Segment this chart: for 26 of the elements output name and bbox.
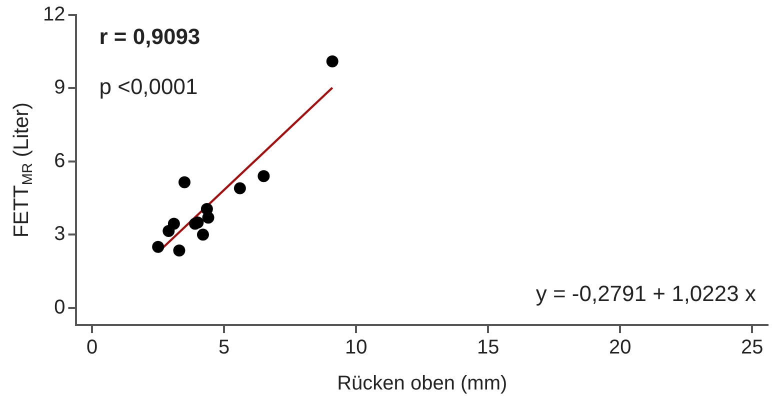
point	[258, 170, 270, 182]
y-tick-label: 0	[54, 296, 66, 318]
x-tick-label: 10	[344, 336, 368, 359]
y-tick-label: 3	[54, 223, 66, 246]
x-tick-label: 15	[477, 336, 500, 359]
point	[178, 176, 190, 188]
annotation: r = 0,9093	[99, 24, 200, 50]
point	[168, 218, 180, 230]
x-tick-label: 20	[609, 336, 632, 359]
point	[192, 216, 204, 228]
x-tick-label: 5	[218, 336, 230, 359]
y-axis-title: FETTMR (Liter)	[10, 102, 36, 238]
annotation: y = -0,2791 + 1,0223 x	[536, 281, 756, 306]
point	[196, 228, 209, 241]
annotation: p <0,0001	[99, 74, 198, 100]
y-tick-label: 9	[54, 76, 66, 99]
point	[234, 182, 246, 194]
x-tick-label: 0	[86, 336, 98, 359]
y-tick-label: 12	[42, 4, 66, 26]
x-axis-title: Rücken oben (mm)	[337, 372, 508, 395]
point	[202, 212, 214, 224]
point	[173, 244, 186, 257]
y-tick-label: 6	[54, 150, 66, 172]
point	[152, 240, 164, 253]
point	[326, 55, 338, 68]
x-tick-label: 25	[741, 336, 764, 359]
